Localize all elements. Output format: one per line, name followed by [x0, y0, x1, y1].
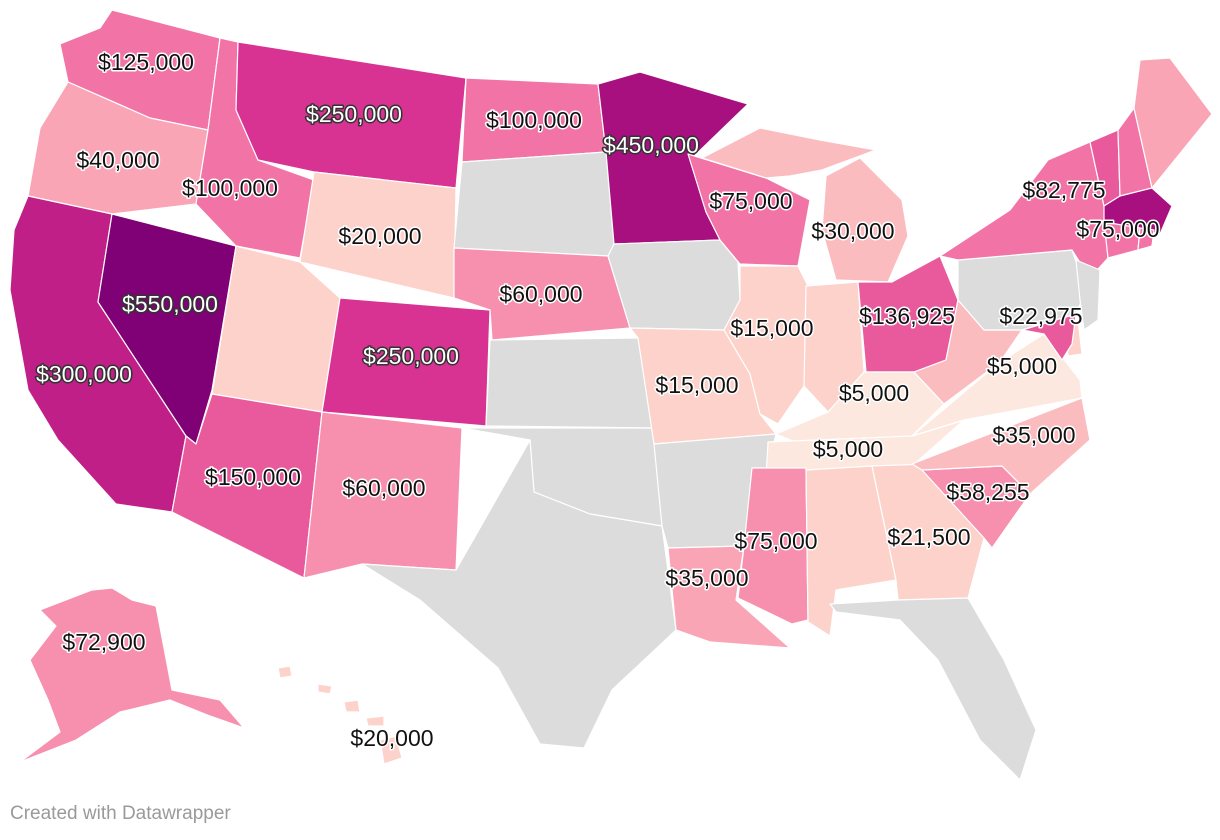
label-ky: $5,000 — [839, 380, 909, 406]
label-md: $22,975 — [999, 303, 1082, 329]
state-or — [27, 81, 209, 215]
state-wi — [687, 153, 811, 267]
label-il: $15,000 — [730, 315, 813, 341]
label-mi: $30,000 — [811, 218, 894, 244]
label-hi: $20,000 — [350, 725, 433, 751]
state-ak — [19, 587, 245, 763]
datawrapper-credit: Created with Datawrapper — [10, 803, 231, 824]
state-hi-2 — [317, 683, 333, 695]
label-mt: $250,000 — [306, 101, 402, 127]
label-id: $100,000 — [182, 175, 278, 201]
label-ga: $21,500 — [887, 524, 970, 550]
state-nj — [1075, 259, 1101, 331]
state-mi-upper — [701, 127, 877, 179]
label-or: $40,000 — [76, 147, 159, 173]
label-mn: $450,000 — [603, 132, 699, 158]
label-wy: $20,000 — [338, 223, 421, 249]
state-ri — [1137, 227, 1155, 251]
state-me — [1133, 57, 1213, 189]
state-hi-5 — [379, 735, 403, 765]
state-ms — [737, 467, 809, 625]
us-choropleth-map: $125,000 $250,000 $100,000 $450,000 $40,… — [9, 9, 1213, 781]
state-hi-4 — [365, 715, 385, 727]
state-ia — [607, 239, 741, 331]
label-oh: $136,925 — [859, 303, 955, 329]
state-il — [723, 265, 811, 425]
label-wa: $125,000 — [98, 49, 194, 75]
state-tx — [361, 439, 677, 749]
label-ak: $72,900 — [62, 629, 145, 655]
label-nm: $60,000 — [342, 475, 425, 501]
label-co: $250,000 — [363, 343, 459, 369]
label-ca: $300,000 — [36, 361, 132, 387]
label-ne: $60,000 — [499, 281, 582, 307]
label-sc: $58,255 — [946, 479, 1029, 505]
label-az: $150,000 — [205, 464, 301, 490]
state-ks — [485, 337, 655, 429]
label-va: $5,000 — [987, 353, 1057, 379]
state-fl — [829, 597, 1037, 781]
label-wi: $75,000 — [709, 188, 792, 214]
state-hi-3 — [343, 699, 361, 713]
label-nc: $35,000 — [992, 422, 1075, 448]
state-sd — [453, 151, 615, 257]
label-mo: $15,000 — [655, 372, 738, 398]
state-mi-lower — [821, 157, 909, 283]
state-md — [1021, 313, 1077, 361]
label-ma: $75,000 — [1076, 216, 1159, 242]
label-nd: $100,000 — [486, 107, 582, 133]
state-hi-1 — [277, 665, 293, 679]
label-nv: $550,000 — [122, 291, 218, 317]
label-ny: $82,775 — [1022, 177, 1105, 203]
label-la: $35,000 — [665, 565, 748, 591]
label-tn: $5,000 — [813, 436, 883, 462]
label-ms: $75,000 — [734, 528, 817, 554]
